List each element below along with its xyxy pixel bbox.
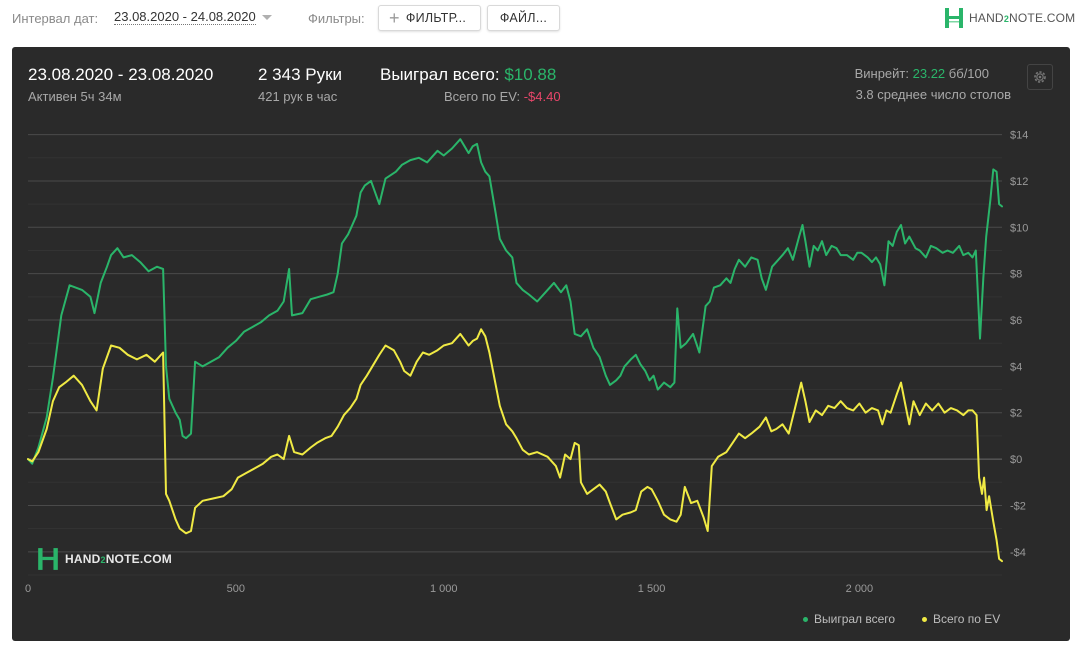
winrate-unit: бб/100 — [948, 66, 989, 81]
ev-total: Всего по EV: -$4.40 — [444, 89, 561, 104]
stats-graph-panel: 23.08.2020 - 23.08.2020 Активен 5ч 34м 2… — [12, 47, 1070, 641]
x-tick-label: 500 — [227, 583, 245, 595]
h2n-logo-icon — [945, 8, 963, 28]
winrate: Винрейт: 23.22 бб/100 — [855, 66, 989, 81]
y-tick-label: -$4 — [1010, 547, 1026, 559]
y-tick-label: $8 — [1010, 269, 1022, 281]
x-axis: 0 500 1 000 1 500 2 000 — [25, 583, 873, 595]
hands-count: 2 343 Руки — [258, 65, 343, 84]
file-button[interactable]: ФАЙЛ... — [487, 5, 560, 31]
chart-grid — [28, 134, 1002, 576]
file-button-label: ФАЙЛ... — [499, 11, 548, 25]
settings-button[interactable] — [1027, 64, 1053, 90]
won-total-value: $10.88 — [504, 65, 557, 84]
legend-item-ev[interactable]: Всего по EV — [922, 612, 1000, 626]
brand-logo[interactable]: HAND2NOTE.COM — [944, 7, 1075, 29]
x-tick-label: 0 — [25, 583, 31, 595]
won-total-label: Выиграл всего: — [380, 65, 500, 84]
h2n-logo-icon — [38, 548, 58, 570]
gear-icon — [1034, 71, 1046, 83]
chart-series — [27, 138, 1003, 563]
legend-label-ev: Всего по EV — [933, 612, 1001, 626]
date-range-value: 23.08.2020 - 24.08.2020 — [114, 9, 256, 25]
toolbar: Интервал дат: 23.08.2020 - 24.08.2020 Фи… — [0, 0, 1085, 38]
y-tick-label: $10 — [1010, 222, 1028, 234]
series-line-won — [27, 138, 1003, 465]
active-time-text: Активен 5ч 34м — [28, 89, 122, 104]
y-tick-label: $12 — [1010, 176, 1028, 188]
legend-dot-ev — [922, 617, 927, 623]
y-tick-label: $2 — [1010, 408, 1022, 420]
brand-name: HAND2NOTE.COM — [969, 11, 1076, 25]
watermark-text: HAND2NOTE.COM — [65, 552, 172, 566]
hands-per-hour: 421 рук в час — [258, 89, 338, 104]
date-range-select[interactable]: 23.08.2020 - 24.08.2020 — [114, 9, 272, 29]
legend-dot-won — [803, 617, 808, 623]
filter-button-label: ФИЛЬТР... — [405, 11, 467, 25]
y-tick-label: $0 — [1010, 454, 1022, 466]
y-axis: $14 $12 $10 $8 $6 $4 $2 $0 -$2 -$4 — [1010, 130, 1028, 559]
profit-chart: $14 $12 $10 $8 $6 $4 $2 $0 -$2 -$4 0 500 1 000 1 500… — [25, 130, 1028, 595]
chevron-down-icon — [261, 15, 272, 21]
filters-label: Фильтры: — [308, 11, 365, 26]
legend-item-won[interactable]: Выиграл всего — [803, 612, 895, 626]
legend-label-won: Выиграл всего — [814, 612, 896, 626]
won-total: Выиграл всего: $10.88 — [380, 65, 556, 85]
period-text: 23.08.2020 - 23.08.2020 — [28, 65, 214, 84]
y-tick-label: $6 — [1010, 315, 1022, 327]
winrate-value: 23.22 — [912, 66, 946, 81]
y-tick-label: $4 — [1010, 361, 1022, 373]
y-tick-label: $14 — [1010, 130, 1028, 142]
x-tick-label: 1 000 — [430, 583, 458, 595]
ev-total-label: Всего по EV: — [444, 89, 521, 104]
plus-icon: + — [389, 8, 400, 28]
filter-button[interactable]: + ФИЛЬТР... — [378, 5, 481, 31]
x-tick-label: 2 000 — [846, 583, 874, 595]
date-range-label: Интервал дат: — [12, 11, 99, 26]
series-line-ev — [27, 328, 1003, 563]
avg-tables: 3.8 среднее число столов — [855, 87, 1011, 102]
chart-watermark: HAND2NOTE.COM — [37, 547, 172, 571]
ev-total-value: -$4.40 — [523, 89, 561, 104]
y-tick-label: -$2 — [1010, 500, 1026, 512]
x-tick-label: 1 500 — [638, 583, 666, 595]
winrate-label: Винрейт: — [854, 66, 909, 81]
